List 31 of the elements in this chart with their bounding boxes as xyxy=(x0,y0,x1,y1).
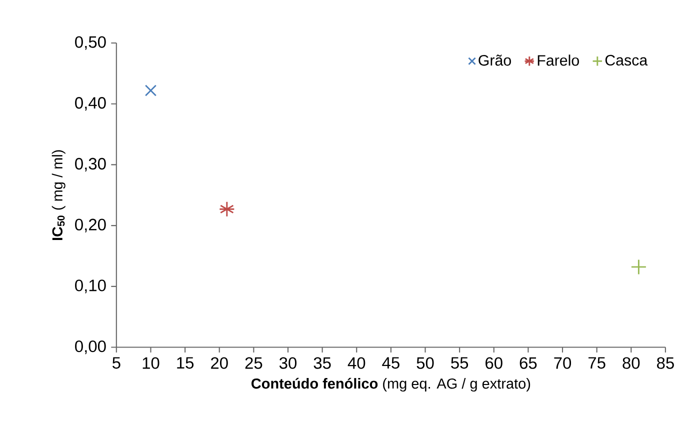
legend-label: Casca xyxy=(605,54,648,66)
x-tick-label: 85 xyxy=(657,357,674,370)
x-tick-label: 30 xyxy=(279,357,297,370)
text: IC$_{50}$ ( mg / ml) xyxy=(52,150,66,240)
y-tick-label: 0,50 xyxy=(75,36,106,50)
point xyxy=(630,259,647,276)
point xyxy=(218,201,235,218)
x-tick-label: 75 xyxy=(588,357,606,369)
x-tick-label: 40 xyxy=(348,357,366,370)
x-tick-label: 45 xyxy=(382,357,400,369)
x-tick-label: 70 xyxy=(554,357,572,370)
x-tick-label: 50 xyxy=(416,357,434,370)
x-tick-label: 25 xyxy=(245,357,262,370)
x-tick-label: 60 xyxy=(486,357,502,370)
y-tick-label: 0,20 xyxy=(75,218,106,233)
x-tick-label: 10 xyxy=(142,357,160,370)
legend-label: Farelo xyxy=(538,54,579,66)
x-axis-title: Conteúdo fenólico (mg eq. AG / g extrato) xyxy=(252,378,530,392)
x-tick-label: 5 xyxy=(112,357,120,369)
y-tick-label: 0,10 xyxy=(75,280,106,294)
y-tick-label: 0,30 xyxy=(75,158,106,172)
y-tick-label: 0,00 xyxy=(75,340,106,354)
x-tick-label: 35 xyxy=(314,357,331,370)
point xyxy=(144,84,157,96)
x-tick-label: 20 xyxy=(211,357,228,370)
x-tick-label: 15 xyxy=(177,357,194,369)
x-tick-label: 65 xyxy=(520,357,537,370)
legend-label: Grão xyxy=(478,54,511,66)
y-tick-label: 0,40 xyxy=(75,97,106,111)
x-tick-label: 80 xyxy=(622,357,640,370)
x-tick-label: 55 xyxy=(451,357,468,369)
